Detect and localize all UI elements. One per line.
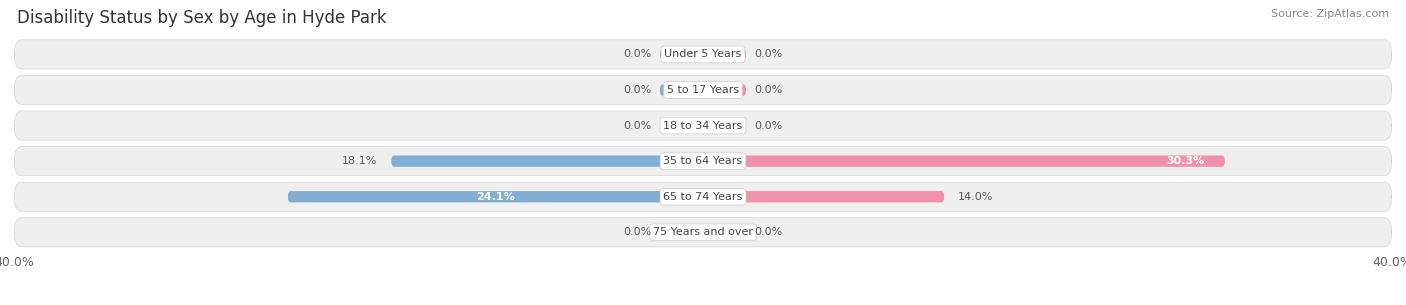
FancyBboxPatch shape [703, 156, 1225, 167]
Text: Source: ZipAtlas.com: Source: ZipAtlas.com [1271, 9, 1389, 19]
FancyBboxPatch shape [659, 84, 703, 96]
FancyBboxPatch shape [14, 182, 1392, 211]
FancyBboxPatch shape [703, 120, 747, 131]
FancyBboxPatch shape [14, 75, 1392, 105]
Text: 0.0%: 0.0% [623, 49, 651, 59]
Text: 5 to 17 Years: 5 to 17 Years [666, 85, 740, 95]
FancyBboxPatch shape [14, 147, 1392, 176]
Text: 30.3%: 30.3% [1166, 156, 1204, 166]
Text: 0.0%: 0.0% [755, 120, 783, 131]
FancyBboxPatch shape [703, 49, 747, 60]
FancyBboxPatch shape [659, 49, 703, 60]
Text: 0.0%: 0.0% [623, 120, 651, 131]
FancyBboxPatch shape [703, 191, 945, 203]
Text: 0.0%: 0.0% [755, 49, 783, 59]
Text: 18.1%: 18.1% [342, 156, 377, 166]
Text: 0.0%: 0.0% [623, 227, 651, 237]
Text: 18 to 34 Years: 18 to 34 Years [664, 120, 742, 131]
Text: 0.0%: 0.0% [755, 85, 783, 95]
Text: 0.0%: 0.0% [755, 227, 783, 237]
FancyBboxPatch shape [703, 84, 747, 96]
Text: 0.0%: 0.0% [623, 85, 651, 95]
Text: 75 Years and over: 75 Years and over [652, 227, 754, 237]
FancyBboxPatch shape [659, 120, 703, 131]
FancyBboxPatch shape [659, 227, 703, 238]
Text: 24.1%: 24.1% [477, 192, 515, 202]
FancyBboxPatch shape [391, 156, 703, 167]
FancyBboxPatch shape [14, 218, 1392, 247]
Text: Disability Status by Sex by Age in Hyde Park: Disability Status by Sex by Age in Hyde … [17, 9, 387, 27]
Text: 65 to 74 Years: 65 to 74 Years [664, 192, 742, 202]
Legend: Male, Female: Male, Female [627, 302, 779, 305]
FancyBboxPatch shape [14, 111, 1392, 140]
FancyBboxPatch shape [14, 40, 1392, 69]
FancyBboxPatch shape [703, 227, 747, 238]
FancyBboxPatch shape [288, 191, 703, 203]
Text: 35 to 64 Years: 35 to 64 Years [664, 156, 742, 166]
Text: Under 5 Years: Under 5 Years [665, 49, 741, 59]
Text: 14.0%: 14.0% [957, 192, 993, 202]
